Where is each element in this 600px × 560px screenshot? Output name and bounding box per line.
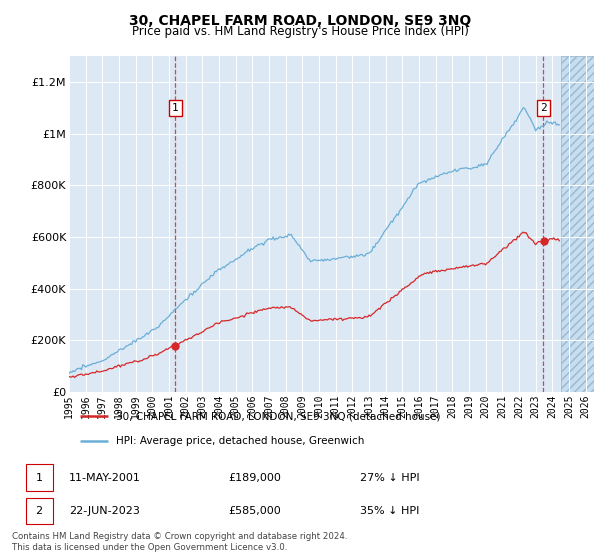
Text: 30, CHAPEL FARM ROAD, LONDON, SE9 3NQ (detached house): 30, CHAPEL FARM ROAD, LONDON, SE9 3NQ (d… xyxy=(116,411,441,421)
Text: 35% ↓ HPI: 35% ↓ HPI xyxy=(360,506,419,516)
Text: This data is licensed under the Open Government Licence v3.0.: This data is licensed under the Open Gov… xyxy=(12,543,287,552)
Bar xyxy=(560,56,594,392)
Text: HPI: Average price, detached house, Greenwich: HPI: Average price, detached house, Gree… xyxy=(116,436,365,446)
Text: 22-JUN-2023: 22-JUN-2023 xyxy=(69,506,140,516)
Text: 27% ↓ HPI: 27% ↓ HPI xyxy=(360,473,419,483)
Text: Price paid vs. HM Land Registry's House Price Index (HPI): Price paid vs. HM Land Registry's House … xyxy=(131,25,469,38)
Text: 2: 2 xyxy=(35,506,43,516)
Text: 30, CHAPEL FARM ROAD, LONDON, SE9 3NQ: 30, CHAPEL FARM ROAD, LONDON, SE9 3NQ xyxy=(129,14,471,28)
Text: £189,000: £189,000 xyxy=(228,473,281,483)
Text: 2: 2 xyxy=(540,103,547,113)
Bar xyxy=(26,464,53,491)
Text: Contains HM Land Registry data © Crown copyright and database right 2024.: Contains HM Land Registry data © Crown c… xyxy=(12,532,347,541)
Text: 11-MAY-2001: 11-MAY-2001 xyxy=(69,473,141,483)
Text: 1: 1 xyxy=(172,103,179,113)
Bar xyxy=(26,498,53,524)
Text: £585,000: £585,000 xyxy=(228,506,281,516)
Bar xyxy=(560,56,594,392)
Text: 1: 1 xyxy=(35,473,43,483)
